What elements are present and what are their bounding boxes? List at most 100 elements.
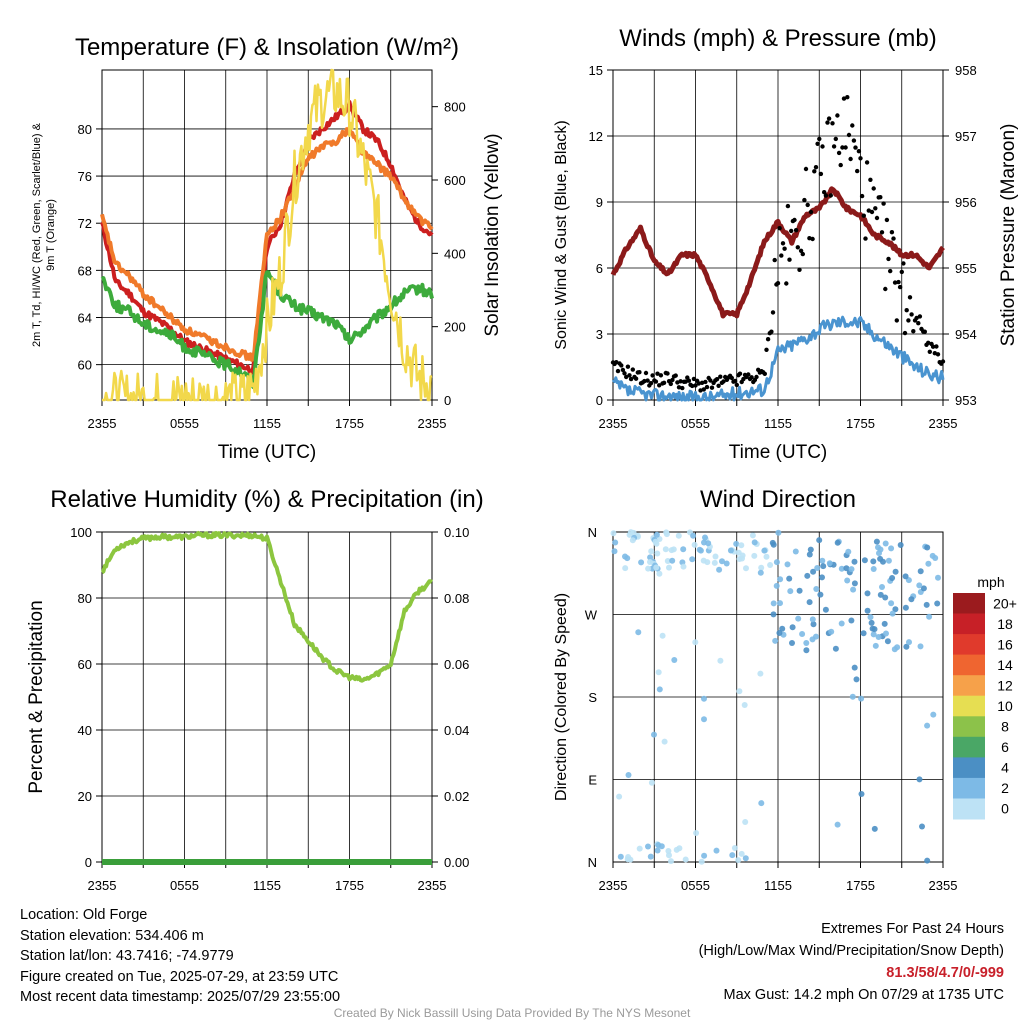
gust-point [619, 363, 624, 368]
gust-point [906, 318, 911, 323]
x-axis-label: Time (UTC) [729, 442, 828, 463]
direction-point [690, 532, 697, 539]
x-tick-label: 1155 [253, 416, 281, 431]
gust-point [620, 367, 626, 373]
direction-point [625, 772, 632, 778]
direction-point [659, 632, 666, 639]
x-tick-label: 1755 [846, 416, 875, 431]
direction-point [885, 557, 892, 564]
direction-point [804, 572, 811, 579]
x-axis-label: Time (UTC) [218, 442, 317, 463]
direction-point [879, 584, 885, 590]
gust-point [835, 113, 840, 118]
direction-point [770, 600, 777, 607]
gust-point [784, 281, 789, 286]
direction-point [814, 565, 821, 571]
direction-point [776, 630, 783, 636]
legend-swatch [953, 695, 985, 717]
legend-swatch [953, 736, 985, 758]
direction-point [668, 858, 674, 865]
direction-point [826, 560, 833, 567]
direction-point [884, 638, 891, 645]
gust-point [808, 209, 814, 215]
direction-point [655, 669, 662, 676]
gust-point [696, 381, 701, 386]
direction-point [809, 636, 816, 643]
direction-point [769, 539, 776, 546]
gust-point [812, 169, 817, 174]
gust-point [899, 269, 904, 275]
legend-label: 6 [1001, 739, 1009, 755]
direction-point [612, 539, 619, 546]
direction-point [923, 601, 930, 608]
gust-point [822, 190, 827, 195]
gust-point [855, 168, 860, 174]
legend-swatch [953, 613, 985, 635]
direction-point [758, 800, 765, 807]
x-tick-label: 2355 [929, 878, 958, 893]
gust-point [853, 145, 858, 150]
gust-point [869, 209, 875, 215]
y-tick-label-right: 200 [444, 320, 466, 335]
direction-point [739, 552, 746, 559]
direction-point [892, 606, 899, 613]
y-tick-label-right: 0 [444, 393, 451, 408]
direction-point [691, 541, 698, 548]
direction-point [666, 564, 672, 571]
x-tick-label: 2355 [929, 416, 958, 431]
direction-point [819, 557, 826, 564]
direction-point [749, 532, 756, 539]
direction-point [877, 555, 884, 562]
y-tick-label-left: 80 [78, 591, 92, 606]
series-line-relative-humidity [100, 531, 433, 683]
direction-point [789, 640, 795, 646]
direction-point [934, 600, 941, 607]
series-line-sonic-wind [611, 315, 945, 402]
direction-point [743, 565, 749, 572]
direction-point [870, 631, 877, 638]
direction-point [883, 630, 889, 637]
direction-point [813, 586, 820, 592]
direction-point [902, 573, 909, 580]
x-tick-label: 2355 [418, 416, 447, 431]
gust-point [749, 375, 754, 380]
gust-point [934, 344, 939, 349]
max-gust-text: Max Gust: 14.2 mph On 07/29 at 1735 UTC [723, 987, 1004, 1003]
direction-point [742, 819, 749, 825]
direction-point [861, 557, 868, 564]
direction-point [653, 531, 660, 538]
gust-point [940, 359, 946, 364]
gust-point [884, 217, 890, 223]
direction-point [655, 842, 662, 848]
gust-point [637, 370, 642, 375]
direction-point [661, 738, 668, 745]
direction-point [680, 546, 687, 553]
gust-point [704, 384, 710, 390]
gust-point [628, 376, 634, 382]
direction-point [816, 537, 823, 544]
y-tick-label-left: 9 [596, 195, 603, 210]
direction-point [711, 559, 718, 566]
direction-point [701, 695, 707, 702]
direction-point [773, 582, 780, 589]
direction-point [716, 566, 723, 573]
direction-point [848, 566, 855, 573]
gust-point [772, 257, 777, 263]
direction-point [860, 630, 867, 637]
direction-point [803, 647, 810, 654]
direction-point [712, 553, 719, 560]
direction-point [810, 568, 817, 575]
gust-point [888, 268, 893, 274]
direction-point [882, 594, 889, 601]
direction-point [665, 848, 672, 854]
gust-point [883, 286, 888, 292]
direction-point [817, 591, 824, 598]
direction-point [806, 551, 813, 558]
y-tick-label: S [588, 690, 597, 705]
gust-point [721, 379, 726, 384]
y-tick-label-left: 0 [596, 393, 603, 408]
direction-point [654, 550, 661, 557]
x-tick-label: 0555 [170, 416, 199, 431]
gust-point [698, 388, 703, 393]
gust-point [892, 280, 898, 285]
